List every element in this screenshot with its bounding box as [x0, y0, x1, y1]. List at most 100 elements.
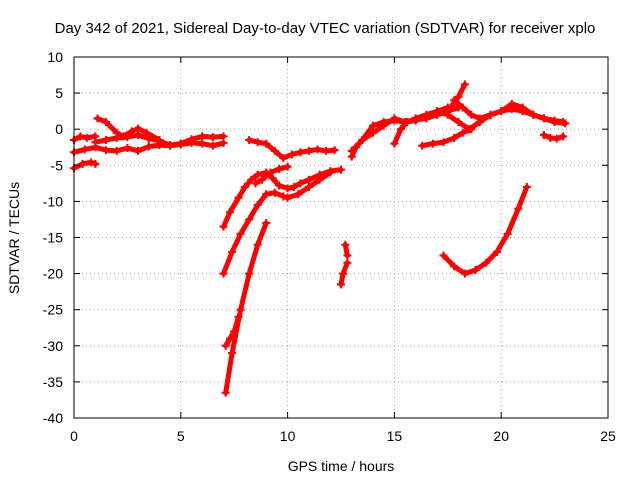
data-point — [559, 117, 568, 126]
data-point — [283, 193, 292, 202]
data-point — [518, 107, 527, 116]
data-point — [369, 128, 378, 137]
data-point — [390, 139, 399, 148]
data-point — [443, 103, 452, 112]
data-point — [225, 208, 234, 217]
data-point — [240, 182, 249, 191]
series-arc-9 — [223, 314, 241, 349]
data-point — [522, 182, 531, 191]
data-point — [443, 110, 452, 119]
chart-title: Day 342 of 2021, Sidereal Day-to-day VTE… — [55, 20, 596, 37]
data-point — [369, 121, 378, 130]
data-point — [539, 130, 548, 139]
data-point — [87, 158, 96, 167]
data-point — [155, 136, 164, 145]
data-point — [290, 182, 299, 191]
data-point — [322, 146, 331, 155]
data-point — [347, 146, 356, 155]
data-point — [176, 139, 185, 148]
data-point — [287, 150, 296, 159]
data-point — [529, 110, 538, 119]
data-point — [275, 164, 284, 173]
y-tick-label: -40 — [43, 410, 63, 426]
data-point — [454, 117, 463, 126]
data-point — [343, 251, 352, 260]
data-point — [80, 145, 89, 154]
data-point — [127, 127, 136, 136]
data-point — [552, 134, 561, 143]
data-point — [219, 222, 228, 231]
data-point — [219, 132, 228, 141]
data-point — [257, 175, 266, 184]
y-tick-label: 10 — [47, 49, 63, 65]
data-point — [450, 133, 459, 142]
data-point — [134, 146, 143, 155]
data-point — [337, 280, 345, 289]
x-tick-label: 0 — [70, 428, 78, 444]
data-point — [262, 190, 271, 199]
data-point — [539, 114, 548, 123]
data-point — [460, 80, 469, 89]
data-point — [275, 181, 284, 190]
data-point — [102, 136, 111, 145]
data-point — [208, 141, 217, 150]
data-point — [390, 114, 399, 123]
data-point — [296, 148, 305, 157]
data-point — [330, 146, 339, 155]
data-point — [450, 262, 459, 271]
data-point — [245, 136, 254, 145]
data-point — [219, 269, 228, 278]
data-point — [142, 128, 151, 137]
y-tick-label: 0 — [55, 121, 63, 137]
data-point — [507, 104, 516, 113]
data-point — [313, 145, 322, 154]
data-point — [225, 334, 234, 343]
data-point — [91, 159, 100, 168]
x-tick-label: 20 — [493, 428, 509, 444]
data-point — [76, 132, 85, 141]
y-tick-label: -5 — [51, 157, 64, 173]
data-point — [486, 110, 495, 119]
data-point — [497, 107, 506, 116]
data-point — [228, 247, 237, 256]
data-point — [187, 135, 196, 144]
data-point — [234, 193, 243, 202]
data-point — [503, 229, 512, 238]
data-point — [294, 190, 303, 199]
data-point — [221, 341, 230, 350]
y-tick-label: -35 — [43, 374, 63, 390]
data-point — [296, 179, 305, 188]
axis-ticks: 0 5 10 15 20 25 -40 -35 -30 -25 -20 -15 -10 -5 0 5 10 — [43, 49, 616, 444]
data-point — [262, 219, 271, 228]
y-tick-label: -20 — [43, 266, 63, 282]
data-point — [450, 96, 459, 105]
data-point — [112, 128, 121, 137]
data-point — [358, 136, 367, 145]
data-point — [234, 312, 243, 321]
data-point — [411, 114, 420, 123]
data-point — [236, 229, 245, 238]
data-point — [467, 110, 476, 119]
x-tick-label: 10 — [280, 428, 296, 444]
y-axis-label: SDTVAR / TECUs — [6, 182, 22, 294]
data-point — [482, 258, 491, 267]
data-point — [433, 107, 442, 116]
data-point — [134, 124, 143, 133]
data-point — [268, 174, 277, 183]
data-point — [341, 240, 350, 249]
x-tick-label: 15 — [387, 428, 403, 444]
data-point — [379, 121, 388, 130]
data-point — [82, 133, 91, 142]
data-point — [270, 188, 279, 197]
y-tick-label: 5 — [55, 85, 63, 101]
data-point — [465, 125, 474, 134]
data-point — [279, 192, 288, 201]
data-point — [283, 184, 292, 193]
data-point — [236, 305, 245, 314]
data-point — [91, 138, 100, 147]
data-point — [102, 117, 111, 126]
series-arc-6 — [221, 167, 344, 230]
data-point — [326, 168, 335, 177]
